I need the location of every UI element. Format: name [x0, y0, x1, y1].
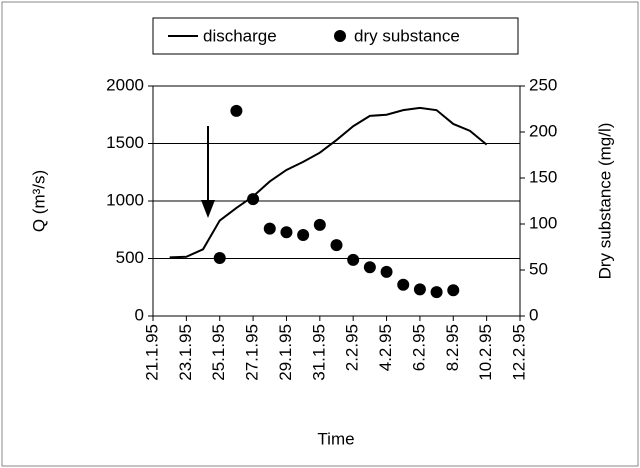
- x-tick-label: 6.2.95: [409, 324, 428, 371]
- x-tick-label: 8.2.95: [443, 324, 462, 371]
- dry-substance-point: [247, 193, 260, 206]
- y2-tick-label: 200: [529, 121, 557, 140]
- x-axis-label: Time: [317, 429, 354, 448]
- dry-substance-point: [347, 253, 360, 266]
- legend-label: discharge: [203, 26, 277, 45]
- legend-label: dry substance: [354, 26, 460, 45]
- x-tick-label: 12.2.95: [509, 324, 528, 381]
- y2-tick-label: 250: [529, 75, 557, 94]
- dry-substance-point: [230, 104, 243, 117]
- y2-tick-label: 100: [529, 213, 557, 232]
- dry-substance-point: [447, 284, 460, 297]
- discharge-line: [169, 106, 488, 259]
- dry-substance-point: [263, 222, 276, 235]
- y2-tick-label: 150: [529, 167, 557, 186]
- dry-substance-point: [330, 239, 343, 252]
- x-tick-label: 23.1.95: [176, 324, 195, 381]
- dry-substance-point: [430, 286, 443, 299]
- x-tick-label: 31.1.95: [309, 324, 328, 381]
- x-tick-label: 2.2.95: [343, 324, 362, 371]
- y-tick-label: 500: [116, 248, 144, 267]
- dry-substance-point: [213, 252, 226, 265]
- x-tick-label: 29.1.95: [276, 324, 295, 381]
- dry-substance-point: [363, 261, 376, 274]
- y2-axis-label: Dry substance (mg/l): [595, 123, 614, 280]
- legend-swatch: [334, 30, 346, 42]
- y-tick-label: 1000: [106, 190, 144, 209]
- x-tick-label: 10.2.95: [476, 324, 495, 381]
- y-tick-label: 1500: [106, 133, 144, 152]
- y2-tick-label: 50: [529, 259, 548, 278]
- x-tick-label: 21.1.95: [142, 324, 161, 381]
- dry-substance-point: [313, 218, 326, 231]
- y-axis-label: Q (m³/s): [29, 170, 48, 232]
- y-tick-label: 2000: [106, 75, 144, 94]
- dry-substance-point: [297, 229, 310, 242]
- dry-substance-point: [380, 265, 393, 278]
- y2-tick-label: 0: [529, 305, 538, 324]
- x-tick-label: 25.1.95: [209, 324, 228, 381]
- x-tick-label: 4.2.95: [376, 324, 395, 371]
- annotation-arrowhead: [201, 200, 215, 218]
- y-tick-label: 0: [135, 305, 144, 324]
- dry-substance-point: [413, 283, 426, 296]
- dry-substance-point: [397, 278, 410, 291]
- x-tick-label: 27.1.95: [243, 324, 262, 381]
- dry-substance-point: [280, 226, 293, 239]
